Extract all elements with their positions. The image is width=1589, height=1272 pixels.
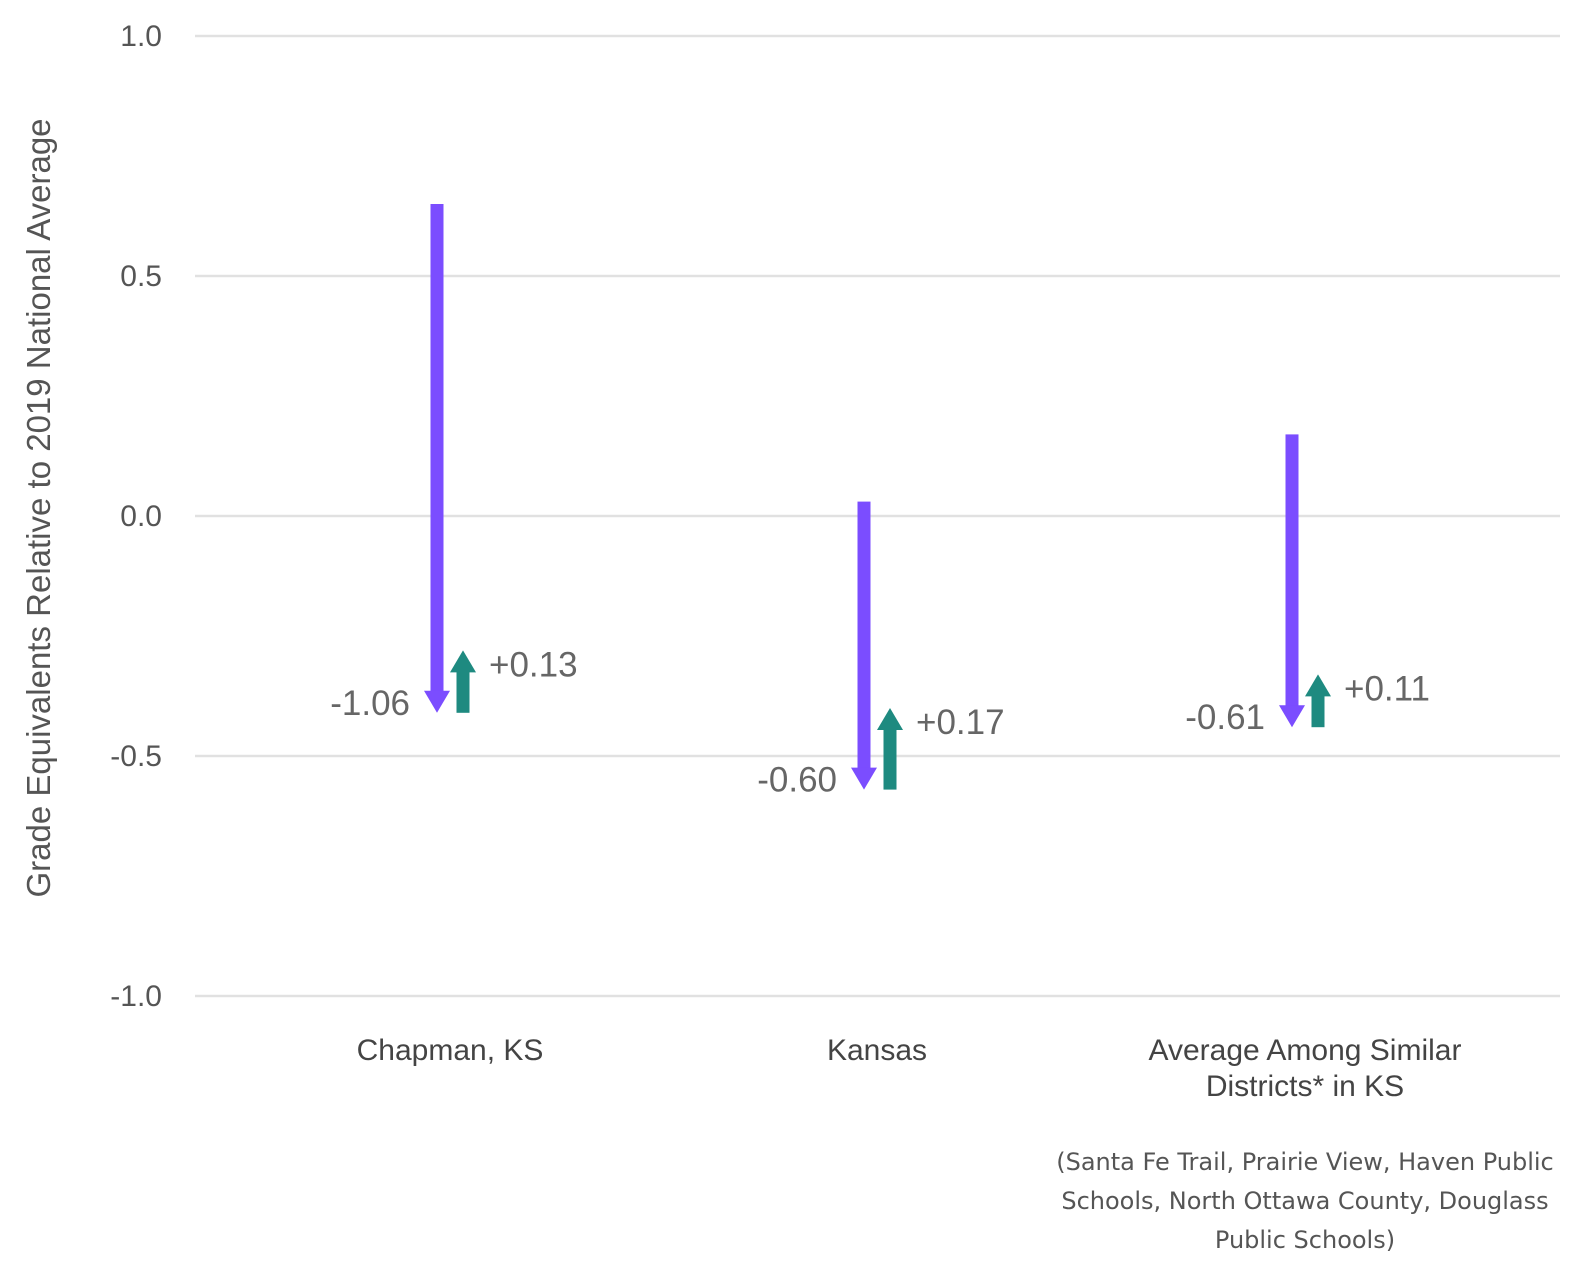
y-axis-ticks: 1.0 0.5 0.0 -0.5 -1.0 [110,20,162,1013]
recovery-arrow-shaft [1311,695,1325,728]
arrow-marks: -1.06 +0.13 -0.60 +0.17 -0.61 +0.11 [330,204,1430,800]
recovery-value-label: +0.17 [916,703,1005,742]
recovery-value-label: +0.11 [1344,669,1430,708]
recovery-arrow-shaft [456,671,470,713]
y-tick-label: 0.5 [120,260,162,293]
decline-arrow-head [1279,705,1305,728]
category-label: Average Among Similar [1149,1034,1462,1067]
footnote-line: Public Schools) [1215,1226,1395,1254]
y-axis-label: Grade Equivalents Relative to 2019 Natio… [20,118,57,897]
decline-arrow-head [424,690,450,713]
gridlines [195,34,1560,998]
y-tick-label: 1.0 [120,20,162,53]
category-labels: Chapman, KS Kansas Average Among SimilarDi… [357,1034,1462,1103]
y-tick-label: -0.5 [110,740,162,773]
decline-value-label: -1.06 [330,684,410,723]
category-label: Chapman, KS [357,1034,544,1067]
recovery-value-label: +0.13 [489,645,578,684]
y-tick-label: 0.0 [120,500,162,533]
decline-value-label: -0.61 [1185,698,1265,737]
footnote: (Santa Fe Trail, Prairie View, Haven Pub… [1056,1148,1553,1254]
decline-arrow-shaft [1285,434,1299,707]
footnote-line: (Santa Fe Trail, Prairie View, Haven Pub… [1056,1148,1553,1176]
decline-value-label: -0.60 [757,761,837,800]
footnote-line: Schools, North Ottawa County, Douglass [1061,1187,1548,1215]
decline-arrow-shaft [857,501,871,769]
category-label: Kansas [827,1034,927,1067]
recovery-arrow-head [1305,674,1331,697]
y-tick-label: -1.0 [110,980,162,1013]
decline-arrow-head [851,767,877,790]
recovery-arrow-head [450,650,476,673]
recovery-arrow-head [877,708,903,730]
recovery-arrow-shaft [883,729,897,790]
category-label: Districts* in KS [1206,1070,1404,1103]
decline-arrow-shaft [430,204,444,692]
